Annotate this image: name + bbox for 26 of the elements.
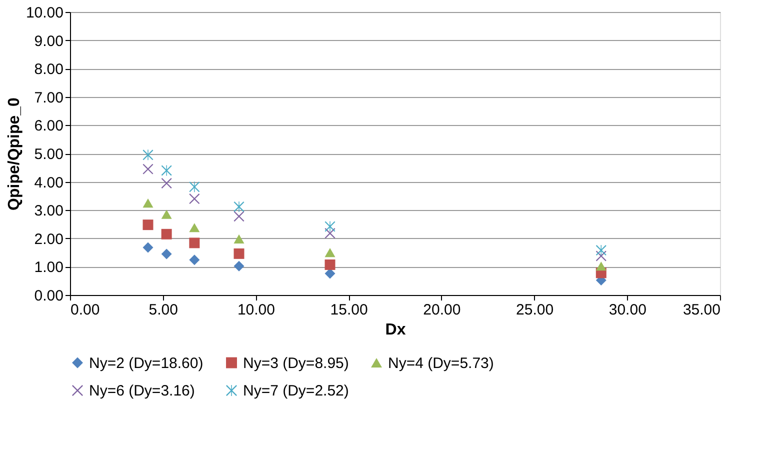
x-tick-label: 0.00: [70, 302, 100, 318]
y-tick-label: 10.00: [26, 4, 64, 22]
x-tick-label: 5.00: [148, 302, 178, 318]
y-tick-label: 2.00: [34, 230, 64, 248]
x-tick-label: 35.00: [682, 302, 720, 318]
y-tick-label: 9.00: [34, 32, 64, 50]
x-tick-label: 10.00: [237, 302, 275, 318]
y-tick-label: 3.00: [34, 202, 64, 220]
x-tick-label: 15.00: [330, 302, 368, 318]
x-tick-label: 20.00: [423, 302, 461, 318]
x-tick-label: 30.00: [608, 302, 646, 318]
legend-label: Ny=3 (Dy=8.95): [243, 354, 349, 372]
y-tick-label: 5.00: [34, 146, 64, 163]
y-tick-label: 7.00: [34, 89, 64, 106]
legend-label: Ny=6 (Dy=3.16): [89, 382, 195, 400]
y-tick-label: 1.00: [34, 259, 64, 276]
x-tick-label: 25.00: [516, 302, 554, 318]
y-tick-label: 6.00: [34, 118, 64, 135]
x-axis-title: Dx: [385, 322, 406, 338]
legend-label: Ny=2 (Dy=18.60): [89, 354, 204, 372]
y-tick-label: 0.00: [34, 288, 64, 304]
y-tick-label: 8.00: [34, 61, 64, 78]
legend-label: Ny=4 (Dy=5.73): [388, 354, 494, 372]
y-axis-title: Qpipe/Qpipe_0: [6, 97, 23, 210]
y-tick-label: 4.00: [34, 174, 64, 192]
legend-label: Ny=7 (Dy=2.52): [243, 382, 349, 400]
